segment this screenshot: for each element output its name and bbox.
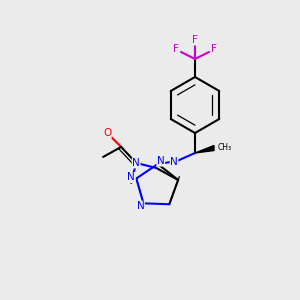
Text: F: F: [173, 44, 179, 54]
Text: O: O: [103, 128, 111, 138]
Text: N: N: [157, 156, 165, 166]
Text: F: F: [192, 35, 198, 45]
Text: N: N: [136, 201, 144, 211]
Text: N: N: [128, 172, 135, 182]
Text: F: F: [211, 44, 217, 54]
Polygon shape: [195, 146, 214, 153]
Text: CH₃: CH₃: [218, 143, 232, 152]
Text: N: N: [170, 157, 178, 167]
Text: N: N: [132, 158, 140, 168]
